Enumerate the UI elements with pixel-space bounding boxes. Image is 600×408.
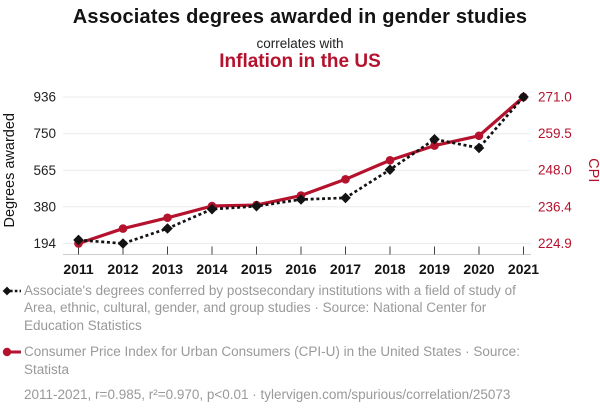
series-degrees-marker — [518, 91, 529, 103]
x-axis-year-label: 2017 — [330, 261, 361, 277]
x-axis-year-label: 2014 — [196, 261, 227, 277]
right-axis-tick-label: 271.0 — [538, 90, 572, 105]
x-axis-year-label: 2016 — [285, 261, 316, 277]
series-cpi-marker — [118, 224, 128, 233]
series-degrees-marker — [340, 192, 351, 204]
series-cpi-marker — [474, 131, 484, 141]
x-axis-year-label: 2021 — [508, 261, 539, 277]
left-axis-title: Degrees awarded — [2, 113, 18, 227]
right-axis-tick-label: 259.5 — [538, 126, 572, 141]
x-axis-year-label: 2019 — [419, 261, 450, 277]
x-axis-year-label: 2013 — [152, 261, 183, 277]
left-axis-tick-label: 750 — [33, 126, 56, 141]
x-axis-year-label: 2018 — [374, 261, 405, 277]
left-axis-tick-label: 194 — [33, 236, 56, 251]
x-axis-year-label: 2012 — [107, 261, 138, 277]
circle-line-marker-icon — [2, 348, 21, 357]
second-series-title: Inflation in the US — [219, 51, 381, 72]
x-axis-year-label: 2015 — [241, 261, 272, 277]
correlates-with-label: correlates with — [256, 36, 344, 51]
series-degrees-marker — [117, 238, 129, 249]
legend-item-degrees: Associate's degrees conferred by postsec… — [2, 282, 598, 334]
series-degrees-marker — [473, 142, 485, 154]
line-chart-plot: 2011 2012 2013 2014 2015 2016 2017 2018 2019 2020… — [2, 90, 600, 278]
series-degrees-marker — [73, 234, 84, 246]
legend-label-cpi: Consumer Price Index for Urban Consumers… — [24, 344, 520, 377]
series-degrees-marker — [162, 223, 173, 234]
legend-item-cpi: Consumer Price Index for Urban Consumers… — [2, 343, 598, 378]
series-degrees-marker — [206, 203, 218, 215]
right-axis-tick-label: 248.0 — [538, 163, 572, 178]
x-axis-year-label: 2011 — [63, 261, 94, 277]
right-axis-tick-label: 224.9 — [538, 236, 572, 251]
series-cpi-marker — [430, 141, 439, 150]
series-degrees-marker — [251, 200, 262, 212]
series-degrees-marker — [429, 133, 440, 145]
series-cpi-marker — [163, 213, 172, 223]
series-cpi-marker — [385, 155, 395, 165]
diamond-dashed-marker-icon — [2, 286, 21, 296]
right-axis-title: CPI — [585, 158, 600, 182]
x-axis-year-label: 2020 — [463, 261, 494, 277]
right-axis-tick-label: 236.4 — [538, 199, 572, 214]
series-degrees-marker — [384, 164, 396, 175]
stats-footer: 2011-2021, r=0.985, r²=0.970, p<0.01 · t… — [24, 387, 511, 403]
page-title: Associates degrees awarded in gender stu… — [72, 6, 528, 28]
legend-label-degrees: Associate's degrees conferred by postsec… — [24, 283, 516, 333]
left-axis-tick-label: 936 — [33, 90, 56, 105]
left-axis-tick-label: 380 — [33, 199, 56, 214]
left-axis-tick-label: 565 — [33, 163, 56, 178]
series-cpi-marker — [341, 175, 350, 184]
legend: Associate's degrees conferred by postsec… — [2, 282, 598, 402]
